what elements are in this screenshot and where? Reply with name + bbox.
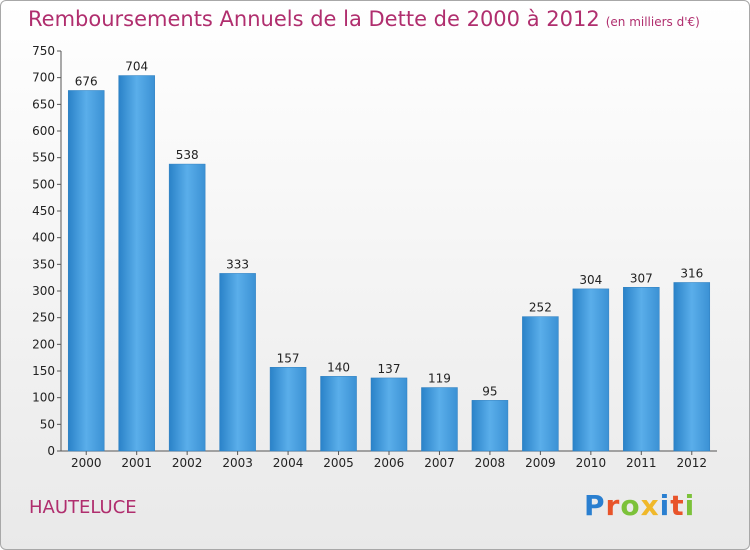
data-label-2000: 676 [75,74,98,88]
bar-2000 [67,90,105,452]
logo-letter: o [620,489,641,522]
data-label-2008: 95 [482,384,497,398]
y-tick-label: 600 [32,124,55,138]
x-tick-label-2004: 2004 [273,456,304,470]
y-axis: 0 50 100 150 200 250 300 350 400 450 500 550 600 650 7… [32,44,62,458]
y-tick-label: 700 [32,71,55,85]
y-tick-label: 550 [32,151,55,165]
bar-2003 [219,273,256,452]
y-tick-label: 500 [32,177,55,191]
logo-letter: x [640,489,660,522]
y-tick-label: 350 [32,257,55,271]
logo-letter: i [659,489,671,522]
y-tick-label: 200 [32,337,55,351]
data-label-2003: 333 [226,257,249,271]
y-tick-label: 50 [40,417,55,431]
y-tick-label: 250 [32,311,55,325]
chart-title: Remboursements Annuels de la Dette de 20… [28,7,700,31]
bar-2001 [118,75,155,452]
logo-letter: t [670,489,685,522]
commune-name: HAUTELUCE [29,497,137,518]
x-axis: 2000 2001 2002 2003 2004 2005 2006 2007 2008 2009… [61,450,717,470]
data-label-2007: 119 [428,372,451,386]
logo-letter: P [584,489,606,522]
x-tick-label-2009: 2009 [525,456,556,470]
bar-2011 [623,287,660,452]
data-label-2002: 538 [176,148,199,162]
bar-2009 [522,316,559,452]
bars: 676 704 538 333 157 140 137 119 95 252 304 307 316 [67,60,711,452]
y-tick-label: 0 [47,444,55,458]
x-tick-label-2012: 2012 [676,456,707,470]
x-tick-label-2005: 2005 [323,456,354,470]
y-tick-label: 750 [32,44,55,58]
bar-2010 [572,288,610,452]
x-tick-label-2006: 2006 [374,456,405,470]
bar-2012 [673,282,711,452]
chart-title-text: Remboursements Annuels de la Dette de 20… [28,7,600,31]
data-label-2005: 140 [327,360,350,374]
logo-letter: r [605,489,621,522]
x-tick-label-2008: 2008 [475,456,506,470]
y-tick-label: 300 [32,284,55,298]
x-tick-label-2011: 2011 [626,456,657,470]
data-label-2001: 704 [125,60,148,74]
y-tick-label: 450 [32,204,55,218]
bar-2006 [370,377,408,452]
chart-subtitle: (en milliers d'€) [605,15,700,29]
data-label-2011: 307 [630,271,653,285]
x-tick-label-2001: 2001 [121,456,152,470]
bar-2004 [269,367,307,452]
data-label-2012: 316 [680,266,703,280]
bar-2002 [168,163,206,452]
x-tick-label-2007: 2007 [424,456,455,470]
data-label-2009: 252 [529,301,552,315]
y-tick-label: 400 [32,231,55,245]
x-tick-label-2003: 2003 [222,456,253,470]
logo-letter: i [684,489,696,522]
x-tick-label-2010: 2010 [576,456,607,470]
proxiti-logo[interactable]: Proxiti [584,489,695,522]
bar-2007 [421,387,458,452]
data-label-2010: 304 [579,273,602,287]
y-tick-label: 100 [32,391,55,405]
x-tick-label-2000: 2000 [71,456,102,470]
y-tick-label: 650 [32,97,55,111]
y-tick-label: 150 [32,364,55,378]
data-label-2004: 157 [277,351,300,365]
data-label-2006: 137 [378,362,401,376]
bar-2008 [471,400,509,452]
bar-2005 [320,376,357,452]
x-tick-label-2002: 2002 [172,456,203,470]
